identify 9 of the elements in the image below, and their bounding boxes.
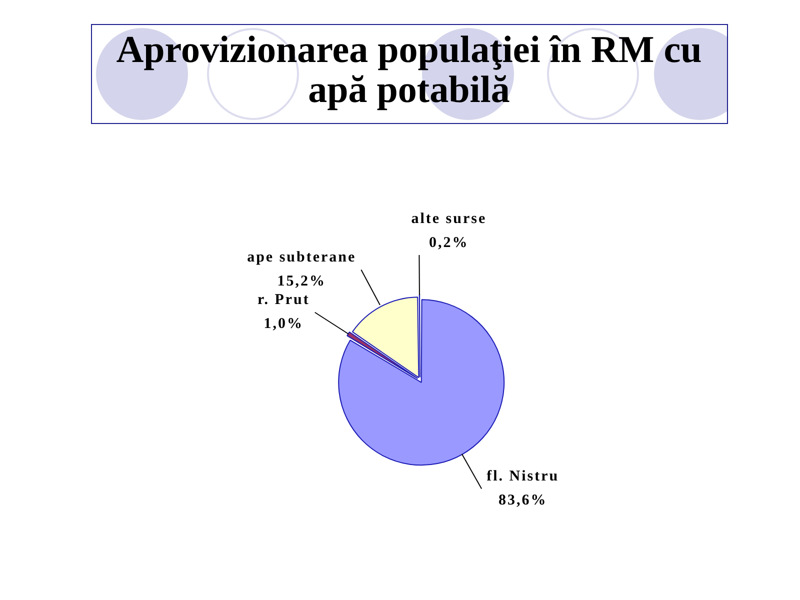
slice-label: r. Prut [257, 292, 310, 308]
data-label: 1,0% [264, 316, 304, 332]
slice-label: ape subterane [247, 250, 356, 266]
data-label: 83,6% [498, 492, 548, 509]
data-label: 0,2% [429, 234, 469, 251]
data-label: 15,2% [277, 274, 326, 290]
slice-label: alte surse [411, 210, 487, 227]
slice-label: fl. Nistru [486, 468, 560, 485]
chart-title: Aprovizionarea populaţiei în RM cu apă potabilă [115, 29, 703, 111]
